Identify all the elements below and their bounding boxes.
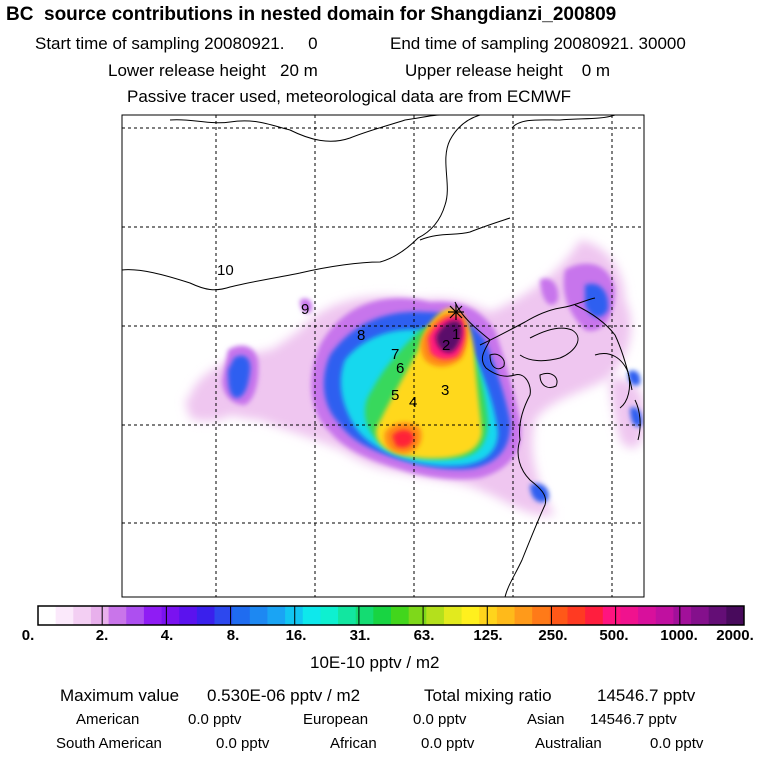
colorbar [37, 605, 745, 626]
colorbar-swatch [38, 606, 57, 625]
colorbar-swatch [514, 606, 533, 625]
colorbar-swatch [461, 606, 480, 625]
region-value-australian: 0.0 pptv [650, 735, 704, 752]
colorbar-swatch [90, 606, 109, 625]
colorbar-swatch [232, 606, 251, 625]
upper-release-height: Upper release height 0 m [405, 61, 611, 80]
colorbar-tick: 250. [538, 627, 568, 644]
contribution-field [122, 115, 644, 597]
colorbar-swatch [55, 606, 74, 625]
colorbar-tick: 0. [21, 627, 35, 644]
colorbar-swatch [408, 606, 427, 625]
region-name-south-american: South American [56, 735, 162, 752]
colorbar-swatch [196, 606, 215, 625]
start-time-label: Start time of sampling 20080921. 0 [35, 34, 318, 53]
region-name-australian: Australian [535, 735, 602, 752]
region-name-european: European [303, 711, 369, 728]
colorbar-swatch [620, 606, 639, 625]
colorbar-swatch [391, 606, 410, 625]
colorbar-swatch [302, 606, 321, 625]
colorbar-tick: 8. [226, 627, 240, 644]
colorbar-swatch [567, 606, 586, 625]
colorbar-swatch [479, 606, 498, 625]
colorbar-swatch [214, 606, 233, 625]
colorbar-swatch [161, 606, 180, 625]
colorbar-units: 10E-10 pptv / m2 [310, 653, 440, 672]
region-label: 3 [441, 382, 450, 399]
region-label: 5 [391, 387, 400, 404]
region-value-african: 0.0 pptv [421, 735, 475, 752]
region-name-african: African [330, 735, 377, 752]
tracer-info: Passive tracer used, meteorological data… [127, 87, 572, 106]
colorbar-tick: 500. [599, 627, 629, 644]
colorbar-swatch [285, 606, 304, 625]
contour-highest [436, 320, 462, 353]
map-frame [121, 114, 645, 598]
colorbar-tick: 16. [285, 627, 307, 644]
colorbar-swatch [355, 606, 374, 625]
colorbar-swatch [655, 606, 674, 625]
colorbar-swatch [708, 606, 727, 625]
colorbar-tick: 31. [349, 627, 371, 644]
colorbar-tick: 1000. [660, 627, 698, 644]
region-label: 1 [452, 326, 461, 343]
colorbar-swatch [108, 606, 127, 625]
colorbar-swatch [549, 606, 568, 625]
colorbar-swatch [338, 606, 357, 625]
colorbar-border [37, 605, 745, 626]
colorbar-swatch [726, 606, 745, 625]
colorbar-tick: 125. [473, 627, 503, 644]
colorbar-swatch [691, 606, 710, 625]
colorbar-swatch [373, 606, 392, 625]
lower-release-height: Lower release height 20 m [108, 61, 318, 80]
region-value-european: 0.0 pptv [413, 711, 467, 728]
region-label: 4 [409, 394, 418, 411]
colorbar-swatch [585, 606, 604, 625]
colorbar-swatch [532, 606, 551, 625]
coastlines [122, 115, 641, 597]
colorbar-swatch [143, 606, 162, 625]
colorbar-swatch [426, 606, 445, 625]
region-name-asian: Asian [527, 711, 565, 728]
colorbar-tick: 63. [413, 627, 435, 644]
colorbar-swatch [602, 606, 621, 625]
graticule [122, 115, 644, 597]
region-label: 7 [391, 346, 400, 363]
colorbar-swatch [673, 606, 692, 625]
colorbar-swatch [267, 606, 286, 625]
region-value-asian: 14546.7 pptv [590, 711, 677, 728]
region-value-south-american: 0.0 pptv [216, 735, 270, 752]
map-title: BC source contributions in nested domain… [6, 4, 617, 25]
colorbar-swatch [126, 606, 145, 625]
region-label: 6 [396, 360, 405, 377]
region-name-american: American [76, 711, 140, 728]
region-label: 8 [357, 327, 366, 344]
colorbar-swatch [73, 606, 92, 625]
end-time-label: End time of sampling 20080921. 30000 [390, 34, 686, 53]
total-mixing-label: Total mixing ratio [424, 686, 552, 705]
colorbar-swatch [249, 606, 268, 625]
colorbar-swatch [638, 606, 657, 625]
max-value: 0.530E-06 pptv / m2 [207, 686, 361, 705]
colorbar-tick: 2. [95, 627, 109, 644]
colorbar-tick: 4. [160, 627, 174, 644]
colorbar-tick: 2000. [716, 627, 754, 644]
region-label: 9 [301, 301, 310, 318]
colorbar-swatch [443, 606, 462, 625]
total-mixing-value: 14546.7 pptv [597, 686, 696, 705]
cross-icon [448, 304, 464, 320]
region-value-american: 0.0 pptv [188, 711, 242, 728]
region-label: 10 [217, 262, 234, 279]
colorbar-swatch [179, 606, 198, 625]
region-label: 2 [442, 337, 451, 354]
colorbar-swatch [320, 606, 339, 625]
colorbar-swatch [496, 606, 515, 625]
max-value-label: Maximum value [60, 686, 180, 705]
